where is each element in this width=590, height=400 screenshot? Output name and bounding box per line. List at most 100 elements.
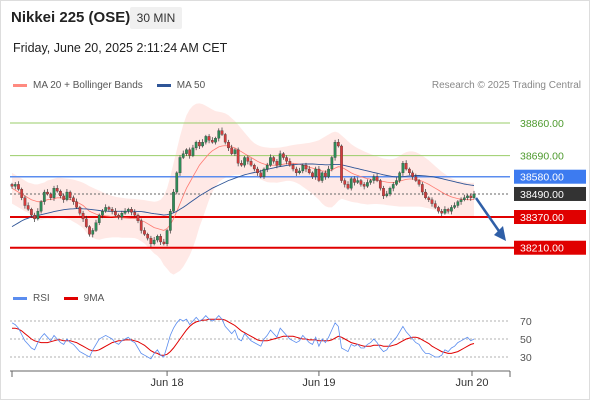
candle [126, 207, 130, 214]
candle [88, 225, 91, 237]
level-label-current: 38490.00 [520, 189, 564, 201]
rsi-panel: 70 50 30 [10, 315, 532, 364]
candle [291, 163, 295, 172]
candle [168, 208, 172, 234]
candle [285, 155, 288, 165]
candle [446, 207, 450, 214]
candle [272, 155, 276, 164]
candle [230, 144, 234, 156]
candle [314, 166, 318, 180]
legend-label-rsi-ma: 9MA [83, 293, 105, 304]
candle [259, 169, 263, 179]
candle [33, 212, 36, 223]
candle [194, 140, 198, 151]
candle [282, 152, 285, 160]
candle [188, 147, 192, 159]
candle [65, 188, 69, 202]
candle [443, 206, 447, 215]
legend-item-ma50: MA 50 [156, 80, 205, 91]
candle [72, 195, 75, 205]
candle [55, 185, 59, 193]
candle [162, 238, 166, 246]
candle [246, 155, 250, 165]
candle [375, 173, 379, 183]
candle [104, 204, 108, 213]
candle [214, 136, 217, 145]
arrow-head [494, 226, 506, 242]
candle [395, 177, 398, 186]
candle [385, 190, 389, 198]
candle [420, 182, 424, 196]
candle [236, 147, 240, 167]
candle [320, 171, 324, 183]
candle [275, 159, 279, 169]
candle [362, 182, 366, 190]
candle [152, 236, 156, 246]
candle [75, 198, 78, 209]
candle [210, 137, 214, 144]
credit-text: Research © 2025 Trading Central [431, 80, 581, 91]
candle [59, 189, 62, 199]
candle [450, 205, 453, 215]
level-label-pivot: 38580.00 [520, 172, 564, 184]
candle [42, 189, 46, 205]
candle [369, 179, 372, 185]
rsi-tick-label: 30 [520, 352, 532, 364]
candle [424, 188, 427, 200]
candle [207, 134, 211, 144]
candle [117, 213, 120, 220]
candle [353, 176, 356, 186]
candle [114, 208, 117, 217]
candle [81, 210, 85, 223]
candle [133, 209, 137, 217]
ma50-swatch [156, 84, 171, 87]
candle [324, 170, 327, 180]
candle [346, 181, 350, 190]
candle [68, 190, 72, 201]
candle [262, 167, 266, 180]
level-labels: 38860.00 38690.00 38580.00 38490.00 38370.00… [514, 118, 586, 255]
candle [185, 148, 188, 156]
candle [459, 197, 463, 205]
candle [97, 213, 101, 226]
datetime-label: Friday, June 20, 2025 2:11:24 AM CET [13, 41, 228, 55]
candle [298, 167, 301, 175]
candle [13, 182, 17, 190]
candle [36, 208, 40, 221]
candle [307, 165, 311, 175]
candle [107, 205, 111, 212]
rsi-line [11, 315, 475, 360]
candle [17, 181, 20, 191]
candle [433, 200, 437, 209]
candle [366, 179, 369, 188]
candle [201, 139, 204, 148]
candle [191, 144, 195, 158]
candle [378, 179, 382, 191]
candle [388, 186, 392, 197]
candle [398, 171, 402, 183]
bollinger-band-fill [12, 103, 474, 275]
candle [120, 210, 124, 221]
candle [252, 163, 256, 172]
candle [26, 202, 30, 211]
candle [340, 144, 343, 183]
candle [49, 192, 53, 201]
candle [159, 233, 162, 246]
level-label-support: 38210.00 [520, 243, 564, 255]
candle [217, 128, 221, 142]
candle [417, 179, 421, 187]
candle [356, 177, 360, 184]
level-label-resistance: 38690.00 [520, 151, 564, 163]
x-tick-label: Jun 20 [455, 377, 488, 389]
rsi-tick-label: 50 [520, 334, 532, 346]
candle [327, 165, 330, 179]
candle [288, 158, 292, 167]
candle [62, 193, 66, 203]
candle [46, 188, 49, 196]
legend-item-rsi-ma: 9MA [63, 293, 105, 304]
timeframe-button[interactable]: 30 MIN [130, 7, 182, 29]
x-tick-label: Jun 18 [151, 377, 184, 389]
candle [301, 163, 305, 174]
candle [123, 208, 127, 215]
